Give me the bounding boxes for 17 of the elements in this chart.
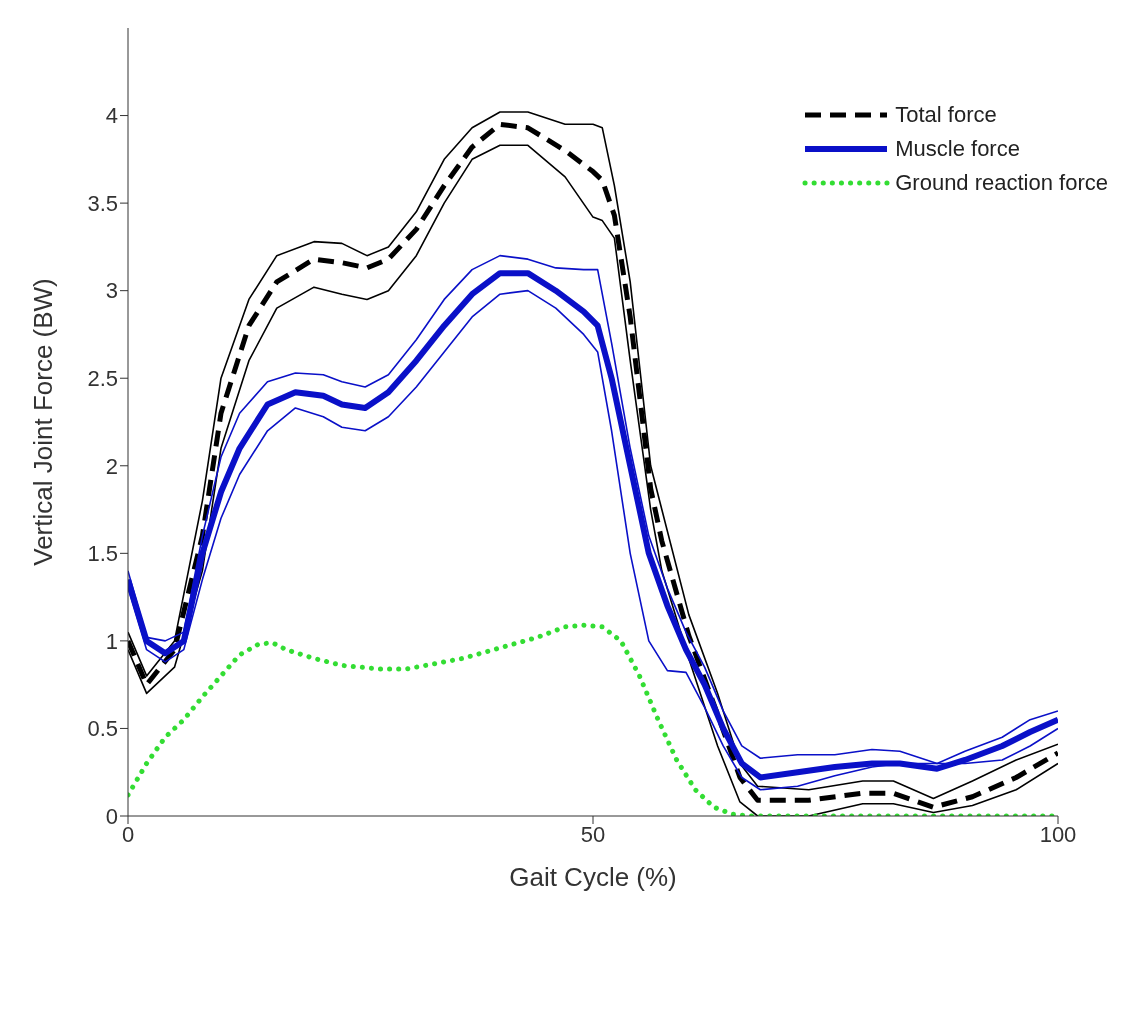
- x-tick-label: 50: [580, 821, 606, 847]
- x-axis-title: Gait Cycle (%): [509, 862, 677, 892]
- legend-label: Muscle force: [895, 136, 1020, 162]
- y-tick-label: 0: [105, 803, 118, 829]
- y-tick-label: 2.5: [87, 366, 118, 392]
- y-tick-label: 1.5: [87, 541, 118, 567]
- legend-label: Ground reaction force: [895, 170, 1108, 196]
- y-tick-label: 0.5: [87, 716, 118, 742]
- x-tick-label: 0: [121, 821, 135, 847]
- y-tick-label: 3.5: [87, 190, 118, 216]
- y-tick-label: 4: [105, 103, 118, 129]
- legend-label: Total force: [895, 102, 997, 128]
- x-tick-label: 100: [1039, 821, 1077, 847]
- y-tick-label: 3: [105, 278, 118, 304]
- y-axis-title: Vertical Joint Force (BW): [28, 278, 59, 566]
- y-tick-label: 1: [105, 628, 118, 654]
- y-tick-label: 2: [105, 453, 118, 479]
